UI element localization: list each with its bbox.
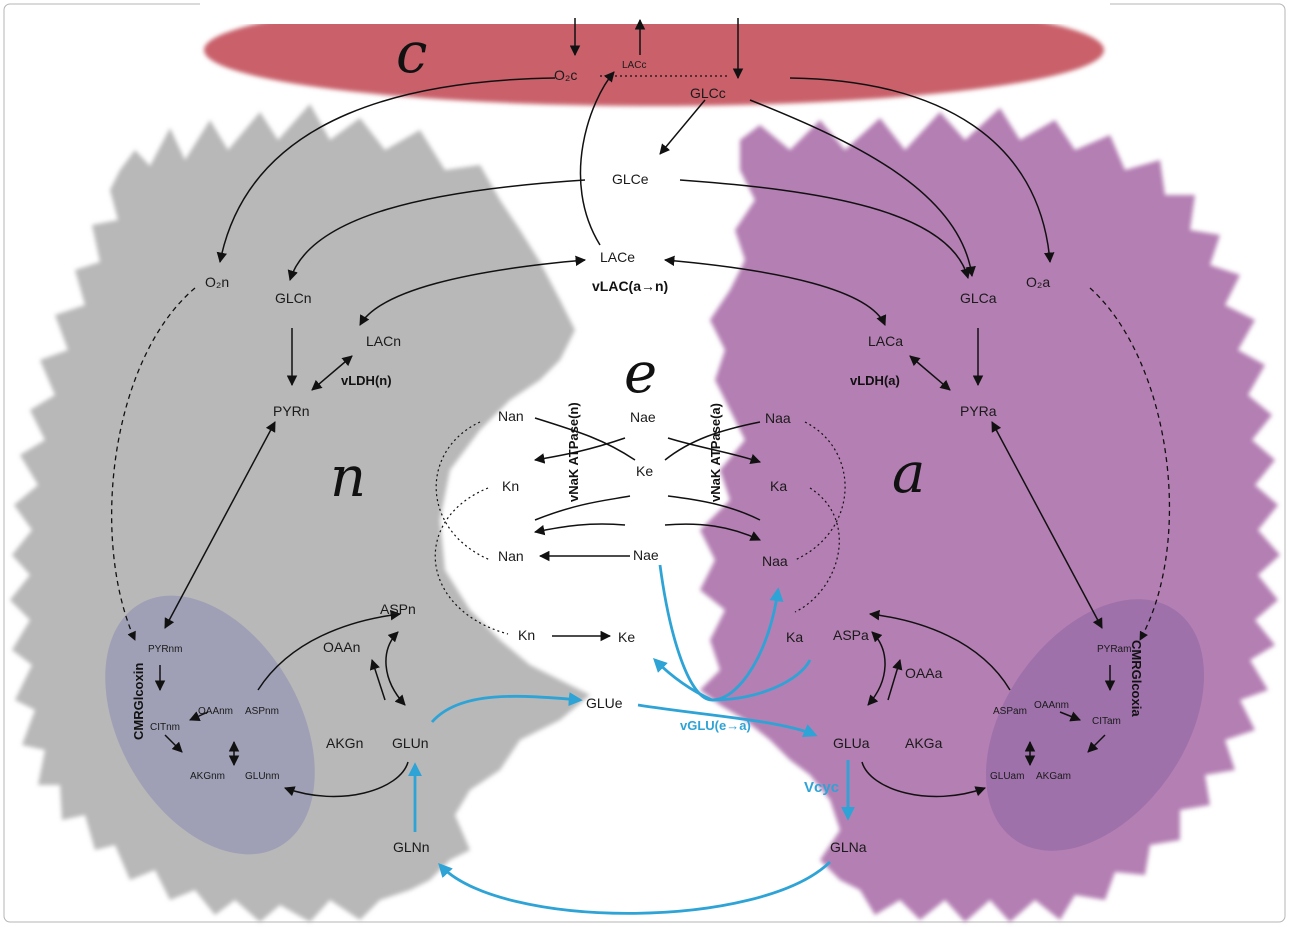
flux-vldh-neuron: vLDH(n) <box>341 373 392 388</box>
node-k-extracellular: Ke <box>636 463 653 479</box>
node-k-extracellular-bottom: Ke <box>618 629 635 645</box>
node-lac-astrocyte: LACa <box>868 333 903 349</box>
node-na-neuron-top: Nan <box>498 408 524 424</box>
node-na-astrocyte-top: Naa <box>765 410 791 426</box>
node-lac-extracellular: LACe <box>600 249 635 265</box>
node-pyr-astrocyte: PYRa <box>960 403 997 419</box>
compartment-label-neuron: n <box>330 445 366 510</box>
node-asp-mito-astrocyte: ASPam <box>993 706 1027 717</box>
node-cit-mito-neuron: CITnm <box>150 722 180 733</box>
node-asp-neuron: ASPn <box>380 601 416 617</box>
flux-cmr-neuron: CMRGlcoxin <box>131 663 146 740</box>
neuron-mitochondrion <box>105 595 315 855</box>
node-cit-mito-astrocyte: CITam <box>1092 716 1121 727</box>
flux-vldh-astrocyte: vLDH(a) <box>850 373 900 388</box>
node-na-extracellular-top: Nae <box>630 409 656 425</box>
compartment-label-astrocyte: a <box>892 441 925 506</box>
node-glu-astrocyte: GLUa <box>833 735 870 751</box>
node-na-astrocyte-mid: Naa <box>762 553 788 569</box>
node-k-neuron-top: Kn <box>502 478 519 494</box>
flux-vnak-astrocyte: vNaK ATPase(a) <box>708 403 723 502</box>
node-lac-capillary: LACc <box>622 60 646 71</box>
node-gln-neuron: GLNn <box>393 839 430 855</box>
node-o2-astrocyte: O₂a <box>1026 274 1050 290</box>
capillary-top-mask <box>200 0 1110 24</box>
glutamate-cycle-arrows <box>408 564 855 915</box>
node-akg-mito-neuron: AKGnm <box>190 771 225 782</box>
node-glc-astrocyte: GLCa <box>960 290 997 306</box>
node-glc-neuron: GLCn <box>275 290 312 306</box>
node-na-neuron-mid: Nan <box>498 548 524 564</box>
node-glu-extracellular: GLUe <box>586 695 623 711</box>
node-gln-astrocyte: GLNa <box>830 839 867 855</box>
node-glc-extracellular: GLCe <box>612 171 649 187</box>
node-o2-neuron: O₂n <box>205 274 229 290</box>
compartment-label-capillary: c <box>396 21 427 86</box>
node-o2-capillary: O₂c <box>554 67 577 83</box>
capillary-compartment <box>204 0 1104 106</box>
node-na-extracellular-mid: Nae <box>633 547 659 563</box>
node-k-astrocyte-bottom: Ka <box>786 629 803 645</box>
node-pyr-mito-neuron: PYRnm <box>148 644 182 655</box>
node-asp-mito-neuron: ASPnm <box>245 706 279 717</box>
astrocyte-mitochondrion <box>985 599 1205 851</box>
flux-vlac: vLAC(a→n) <box>592 278 668 294</box>
node-akg-neuron: AKGn <box>326 735 363 751</box>
ion-dotted-loops <box>434 421 846 635</box>
node-oaa-mito-neuron: OAAnm <box>198 706 233 717</box>
node-k-astrocyte-top: Ka <box>770 478 787 494</box>
node-oaa-neuron: OAAn <box>323 639 360 655</box>
node-glu-mito-neuron: GLUnm <box>245 771 279 782</box>
node-glu-mito-astrocyte: GLUam <box>990 771 1024 782</box>
node-asp-astrocyte: ASPa <box>833 627 869 643</box>
node-pyr-neuron: PYRn <box>273 403 310 419</box>
node-lac-neuron: LACn <box>366 333 401 349</box>
flux-vcyc: Vcyc <box>804 779 839 796</box>
node-k-neuron-bottom: Kn <box>518 627 535 643</box>
node-akg-mito-astrocyte: AKGam <box>1036 771 1071 782</box>
node-oaa-astrocyte: OAAa <box>905 665 943 681</box>
flux-vnak-neuron: vNaK ATPase(n) <box>566 402 581 502</box>
oxygen-dashed-paths <box>111 287 1171 641</box>
metabolic-arrows <box>154 18 1116 798</box>
node-glc-capillary: GLCc <box>690 85 726 101</box>
compartment-label-extracellular: e <box>624 341 657 406</box>
node-glu-neuron: GLUn <box>392 735 429 751</box>
node-oaa-mito-astrocyte: OAAnm <box>1034 700 1069 711</box>
flux-cmr-astrocyte: CMRGlcoxia <box>1129 640 1144 717</box>
node-pyr-mito-astrocyte: PYRam <box>1097 644 1131 655</box>
node-akg-astrocyte: AKGa <box>905 735 943 751</box>
flux-vglu: vGLU(e→a) <box>680 718 751 733</box>
